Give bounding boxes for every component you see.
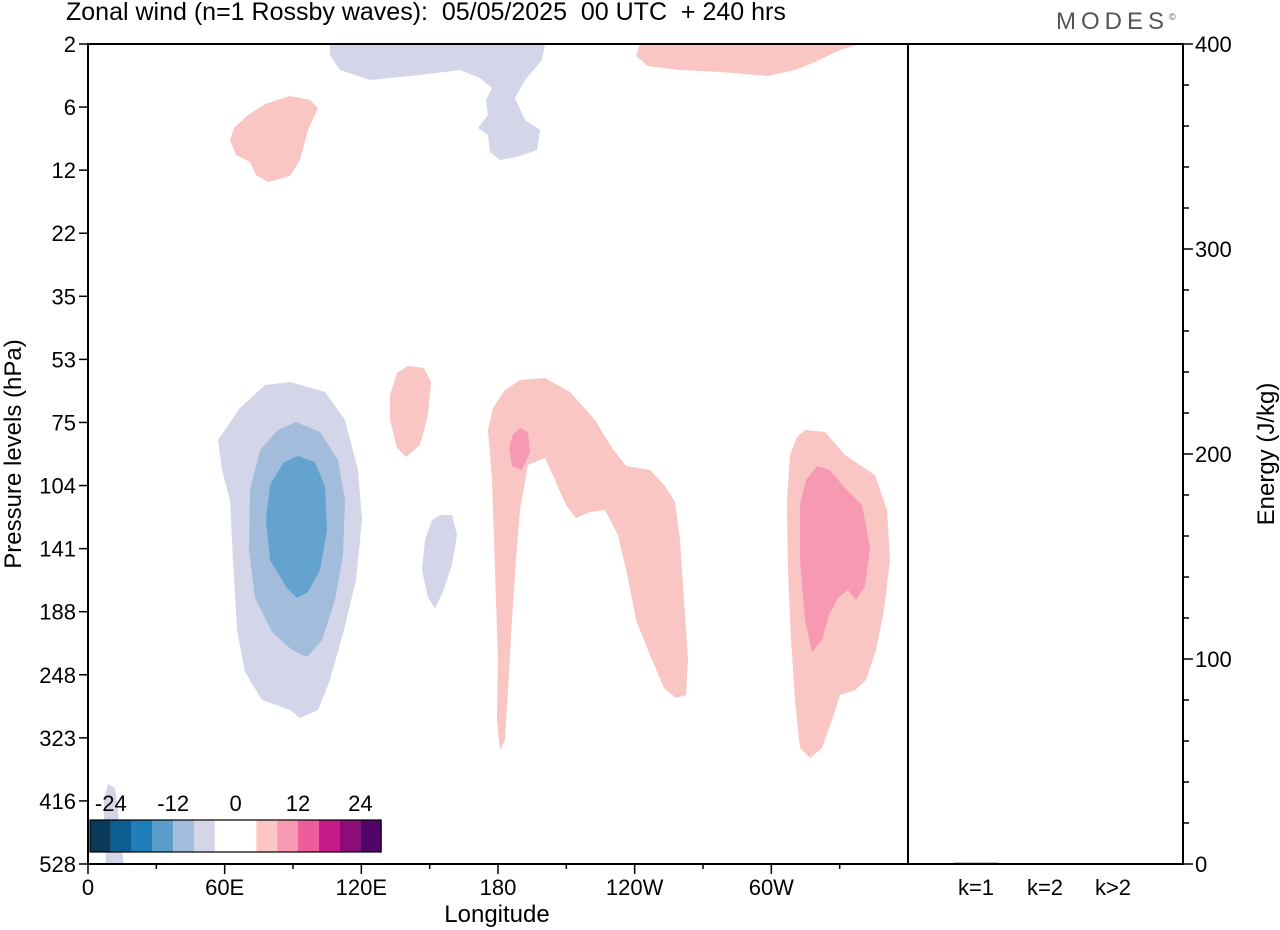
y-tick-label: 12 <box>52 158 76 183</box>
contour-negative-small <box>422 515 457 608</box>
y-tick-label: 22 <box>52 221 76 246</box>
x-tick-label: 60E <box>205 875 244 900</box>
y-tick-label: 53 <box>52 347 76 372</box>
colorbar-swatch <box>318 820 340 852</box>
contour-positive-upper-right <box>636 44 860 76</box>
x-tick-label: 120W <box>606 875 664 900</box>
y-tick-label: 104 <box>39 474 76 499</box>
modes-logo: MODES© <box>1056 8 1176 36</box>
wavenumber-label: k>2 <box>1095 875 1131 900</box>
y-tick-label: 2 <box>64 32 76 57</box>
modes-logo-text: MODES <box>1056 8 1170 35</box>
energy-tick-label: 100 <box>1195 647 1232 672</box>
x-tick-label: 0 <box>82 875 94 900</box>
y-tick-label: 35 <box>52 284 76 309</box>
energy-frame <box>907 43 1184 865</box>
contour-positive-dateline-core <box>509 428 530 470</box>
wavenumber-label: k=1 <box>958 875 994 900</box>
colorbar-frame <box>89 819 382 853</box>
contour-positive-upper-left <box>230 96 318 182</box>
colorbar-swatch <box>256 820 278 852</box>
y-tick-label: 75 <box>52 410 76 435</box>
colorbar-swatch <box>298 820 319 852</box>
colorbar-swatch <box>214 820 236 852</box>
contour-negative-west-core <box>266 456 327 598</box>
x-tick-label: 180 <box>480 875 517 900</box>
colorbar: -24 -12 0 12 24 <box>89 791 382 853</box>
energy-bar <box>1023 863 1067 864</box>
energy-tick-label: 400 <box>1195 32 1232 57</box>
x-tick-label: 120E <box>336 875 387 900</box>
contour-positive-east-core <box>800 466 870 652</box>
energy-tick-label: 0 <box>1195 852 1207 877</box>
y-axis: 2 6 12 22 35 53 75 104 141 188 248 323 416 528 <box>39 32 88 877</box>
x-tick-label: 60W <box>749 875 794 900</box>
energy-bars <box>954 862 1135 864</box>
contour-negative-upper-centre <box>330 44 545 160</box>
colorbar-swatch <box>339 820 361 852</box>
energy-bar <box>1091 863 1135 864</box>
colorbar-swatch <box>110 820 132 852</box>
colorbar-swatch <box>277 820 298 852</box>
colorbar-swatch <box>152 820 174 852</box>
y-tick-label: 248 <box>39 663 76 688</box>
colorbar-swatch <box>131 820 153 852</box>
energy-axis: 0 100 200 300 400 <box>1183 32 1232 877</box>
colorbar-tick-label: 12 <box>286 791 310 816</box>
energy-axis-label: Energy (J/kg) <box>1253 383 1280 526</box>
colorbar-swatch <box>235 820 257 852</box>
colorbar-tick-label: -12 <box>157 791 189 816</box>
copyright-mark: © <box>1169 12 1176 22</box>
colorbar-swatch <box>360 820 382 852</box>
x-axis: 0 60E 120E 180 120W 60W <box>82 864 841 900</box>
colorbar-tick-label: -24 <box>95 791 127 816</box>
contour-positive-small <box>390 366 431 457</box>
wavenumber-label: k=2 <box>1027 875 1063 900</box>
colorbar-tick-label: 24 <box>348 791 372 816</box>
y-tick-label: 188 <box>39 600 76 625</box>
y-tick-label: 416 <box>39 789 76 814</box>
y-axis-label: Pressure levels (hPa) <box>0 339 27 568</box>
y-tick-label: 528 <box>39 852 76 877</box>
colorbar-swatch <box>194 820 215 852</box>
x-axis-label: Longitude <box>444 901 549 928</box>
colorbar-tick-label: 0 <box>229 791 241 816</box>
chart-title: Zonal wind (n=1 Rossby waves): 05/05/202… <box>66 0 786 26</box>
energy-tick-label: 200 <box>1195 442 1232 467</box>
colorbar-swatch <box>173 820 194 852</box>
y-tick-label: 141 <box>39 537 76 562</box>
y-tick-label: 323 <box>39 726 76 751</box>
energy-bar <box>954 862 998 864</box>
contour-positive-dateline <box>488 378 688 750</box>
wavenumber-labels: k=1 k=2 k>2 <box>958 875 1131 900</box>
energy-tick-label: 300 <box>1195 237 1232 262</box>
contour-field <box>104 44 890 864</box>
colorbar-swatch <box>90 820 111 852</box>
y-tick-label: 6 <box>64 95 76 120</box>
